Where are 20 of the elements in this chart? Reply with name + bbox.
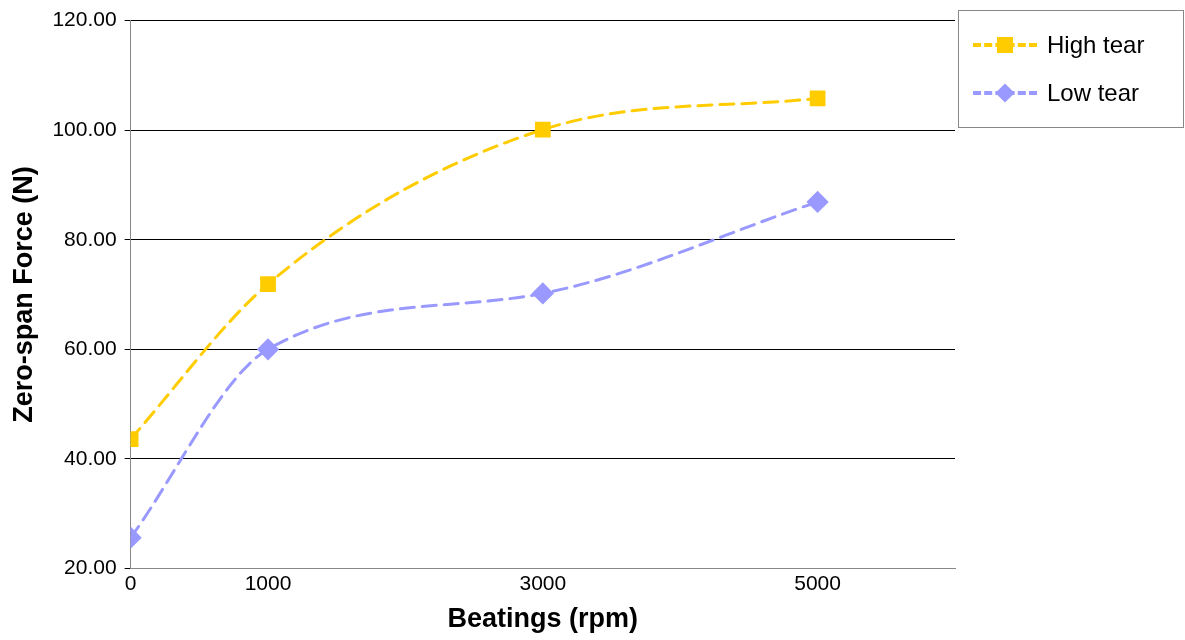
y-tick-label: 40.00 bbox=[64, 445, 117, 469]
x-tick-label: 5000 bbox=[794, 570, 841, 594]
y-tick-label: 20.00 bbox=[64, 555, 117, 579]
x-axis-title: Beatings (rpm) bbox=[447, 603, 639, 634]
x-tick-label: 3000 bbox=[519, 570, 567, 594]
legend-label: High tear bbox=[1047, 31, 1145, 59]
point bbox=[534, 121, 551, 138]
point bbox=[807, 191, 829, 213]
point bbox=[809, 90, 826, 107]
x-tick-label: 1000 bbox=[244, 570, 292, 594]
legend-label: Low tear bbox=[1047, 79, 1140, 107]
y-axis-title: Zero-span Force (N) bbox=[7, 166, 38, 423]
x-tick-label: 0 bbox=[124, 570, 137, 594]
point bbox=[532, 282, 554, 304]
y-tick-label: 120.00 bbox=[52, 7, 117, 31]
point bbox=[260, 276, 276, 292]
y-tick-label: 80.00 bbox=[64, 226, 117, 250]
y-tick-label: 100.00 bbox=[52, 116, 117, 140]
point bbox=[257, 338, 279, 360]
y-tick-label: 60.00 bbox=[64, 336, 117, 360]
